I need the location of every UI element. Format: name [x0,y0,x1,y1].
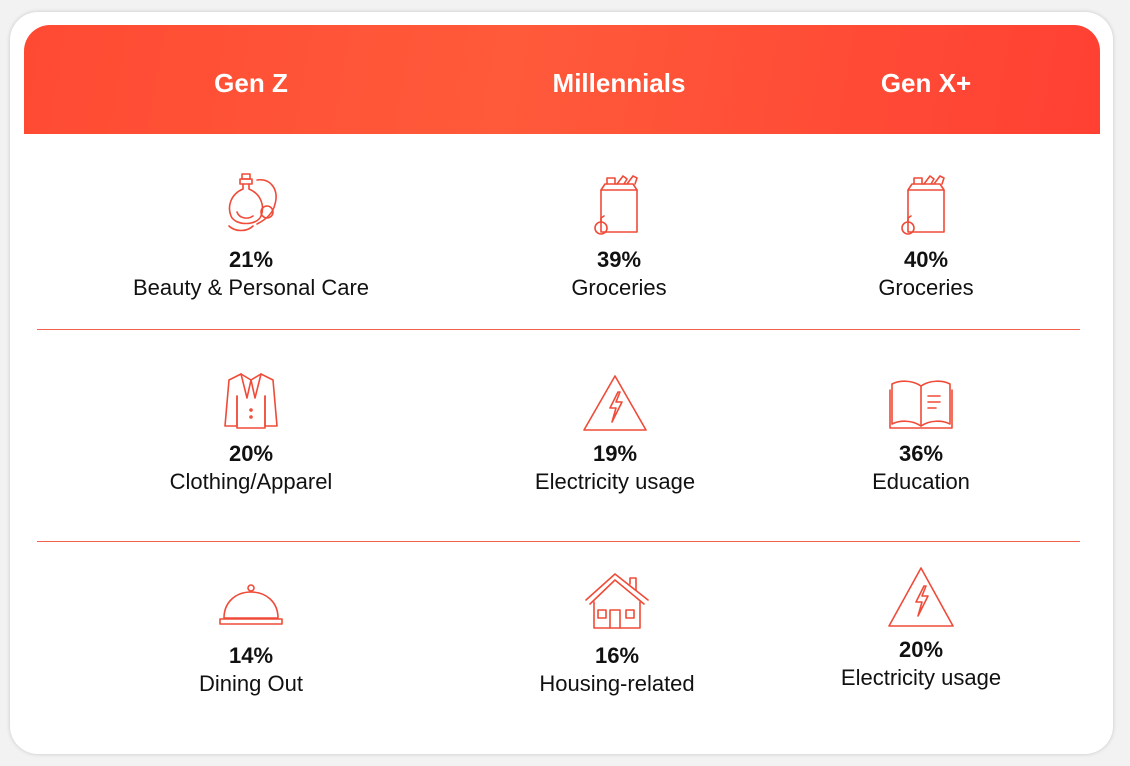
category-label: Beauty & Personal Care [132,275,370,300]
electricity-warning-icon [888,567,954,627]
category-cell: 19% Electricity usage [450,370,780,496]
header-bar [24,25,1100,134]
category-cell: 40% Groceries [761,172,1091,302]
category-percent: 36% [898,441,944,466]
category-label: Clothing/Apparel [169,469,333,494]
category-label: Groceries [571,275,667,300]
jacket-icon [224,373,278,429]
category-label: Electricity usage [840,665,1002,690]
column-heading-millennials: Millennials [552,68,686,98]
open-book-icon [889,380,953,429]
grocery-bag-icon [901,175,945,235]
category-percent: 16% [594,643,640,668]
category-cell: 36% Education [756,370,1086,496]
category-cell: 39% Groceries [454,172,784,302]
category-label: Electricity usage [534,469,696,494]
electricity-warning-icon [583,375,647,431]
category-percent: 39% [596,247,642,272]
grocery-bag-icon [594,175,638,235]
column-heading-gen-x: Gen X+ [880,68,972,98]
row-divider [37,541,1080,542]
category-cell: 20% Electricity usage [756,564,1086,692]
category-percent: 20% [228,441,274,466]
category-percent: 14% [228,643,274,668]
column-heading-gen-z: Gen Z [214,68,288,98]
category-label: Education [872,469,970,494]
category-percent: 19% [592,441,638,466]
category-label: Dining Out [199,671,303,696]
category-percent: 21% [228,247,274,272]
house-icon [585,573,649,629]
category-percent: 20% [898,637,944,662]
category-percent: 40% [903,247,949,272]
category-cell: 16% Housing-related [452,570,782,698]
row-divider [37,329,1080,330]
food-cloche-icon [219,584,283,625]
category-cell: 21% Beauty & Personal Care [86,172,416,302]
category-label: Groceries [878,275,974,300]
category-cell: 20% Clothing/Apparel [86,370,416,496]
category-cell: 14% Dining Out [86,578,416,698]
category-label: Housing-related [539,671,695,696]
perfume-icon [228,173,277,232]
